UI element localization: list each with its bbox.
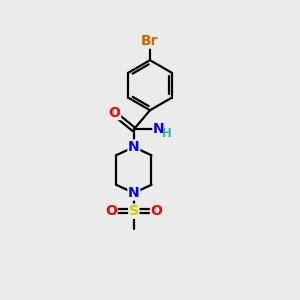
Text: N: N — [128, 140, 140, 154]
Text: Br: Br — [141, 34, 159, 48]
Text: N: N — [128, 186, 140, 200]
Text: O: O — [151, 204, 162, 218]
Text: H: H — [162, 127, 172, 140]
Text: S: S — [129, 204, 139, 218]
Text: O: O — [109, 106, 121, 120]
Text: O: O — [105, 204, 117, 218]
Text: N: N — [153, 122, 165, 136]
